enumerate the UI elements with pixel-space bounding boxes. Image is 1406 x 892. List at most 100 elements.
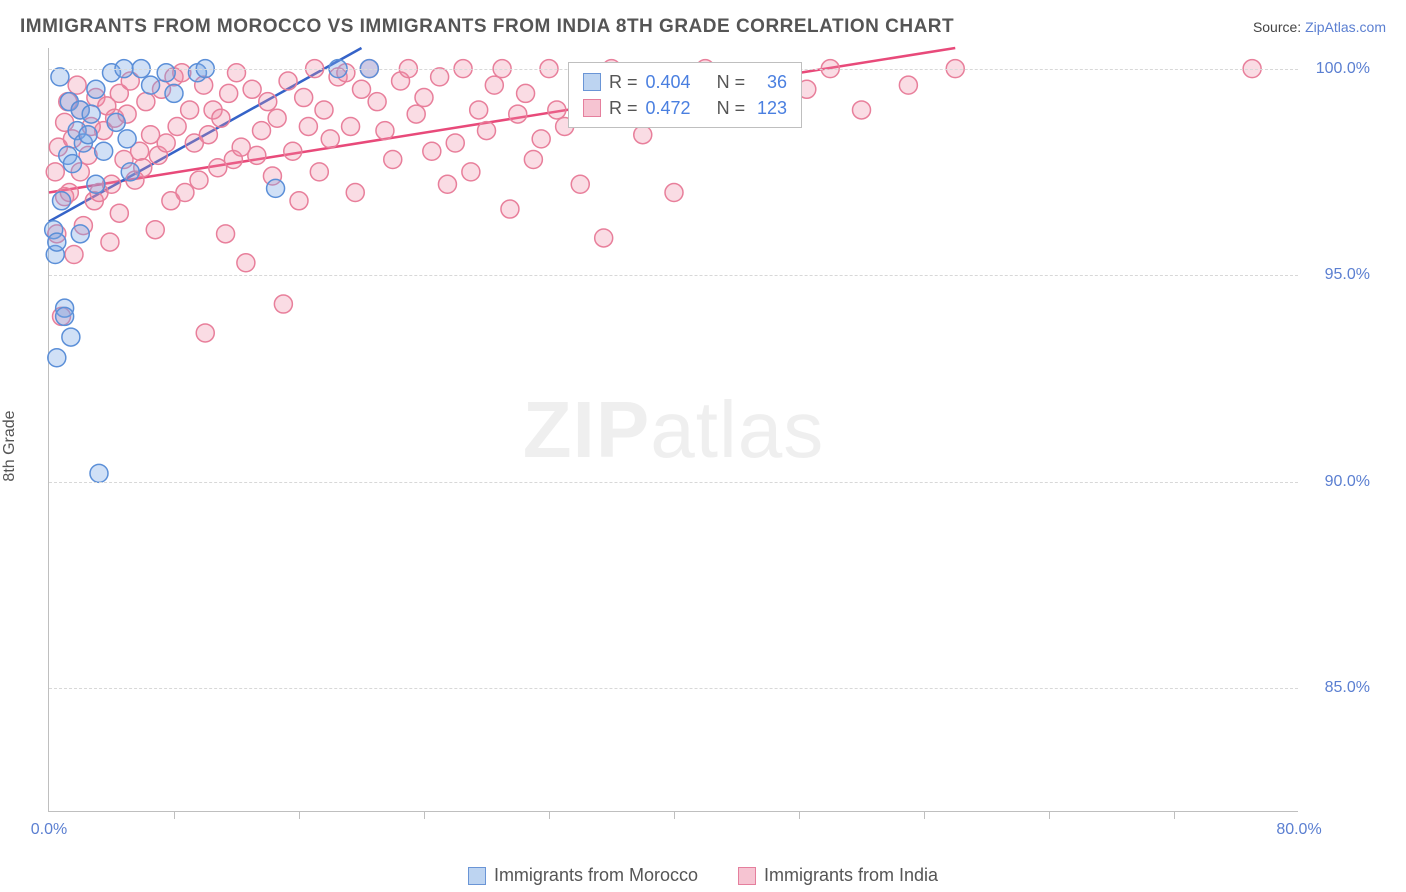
scatter-point-morocco	[95, 142, 113, 160]
scatter-point-india	[168, 117, 186, 135]
legend-item-india: Immigrants from India	[738, 865, 938, 886]
scatter-point-india	[446, 134, 464, 152]
scatter-point-india	[532, 130, 550, 148]
gridline-h	[49, 688, 1298, 689]
scatter-point-india	[290, 192, 308, 210]
y-tick-label: 90.0%	[1325, 473, 1370, 491]
scatter-point-india	[470, 101, 488, 119]
scatter-point-india	[228, 64, 246, 82]
chart-source: Source: ZipAtlas.com	[1253, 19, 1386, 35]
scatter-point-india	[899, 76, 917, 94]
scatter-point-india	[509, 105, 527, 123]
scatter-point-india	[853, 101, 871, 119]
scatter-point-india	[268, 109, 286, 127]
scatter-point-india	[517, 84, 535, 102]
x-tick	[424, 811, 425, 819]
scatter-point-morocco	[107, 113, 125, 131]
gridline-h	[49, 275, 1298, 276]
scatter-point-india	[665, 184, 683, 202]
scatter-point-india	[571, 175, 589, 193]
scatter-point-india	[321, 130, 339, 148]
scatter-point-india	[524, 151, 542, 169]
scatter-point-morocco	[56, 307, 74, 325]
legend-top-row-0: R = 0.404 N = 36	[583, 69, 787, 95]
gridline-h	[49, 482, 1298, 483]
legend-top-r-label-0: R =	[609, 69, 638, 95]
scatter-point-india	[595, 229, 613, 247]
scatter-point-morocco	[121, 163, 139, 181]
scatter-point-india	[248, 146, 266, 164]
scatter-point-india	[310, 163, 328, 181]
scatter-point-morocco	[267, 179, 285, 197]
plot-area: ZIPatlas 85.0%90.0%95.0%100.0%0.0%80.0%	[48, 48, 1298, 812]
scatter-point-india	[253, 122, 271, 140]
scatter-point-india	[368, 93, 386, 111]
scatter-point-india	[279, 72, 297, 90]
scatter-point-india	[199, 126, 217, 144]
legend-top-n-value-0: 36	[753, 69, 787, 95]
x-tick	[674, 811, 675, 819]
scatter-point-india	[299, 117, 317, 135]
legend-top-row-1: R = 0.472 N = 123	[583, 95, 787, 121]
y-tick-label: 100.0%	[1316, 60, 1370, 78]
scatter-point-india	[384, 151, 402, 169]
scatter-point-india	[274, 295, 292, 313]
scatter-point-india	[284, 142, 302, 160]
scatter-point-india	[415, 89, 433, 107]
scatter-point-india	[157, 134, 175, 152]
legend-item-morocco: Immigrants from Morocco	[468, 865, 698, 886]
scatter-point-india	[485, 76, 503, 94]
scatter-point-india	[137, 93, 155, 111]
legend-top: R = 0.404 N = 36 R = 0.472 N = 123	[568, 62, 802, 128]
scatter-point-morocco	[63, 155, 81, 173]
x-tick	[299, 811, 300, 819]
x-tick	[174, 811, 175, 819]
scatter-point-india	[548, 101, 566, 119]
legend-top-r-value-1: 0.472	[646, 95, 691, 121]
scatter-point-india	[431, 68, 449, 86]
chart-svg	[49, 48, 1298, 811]
scatter-point-india	[212, 109, 230, 127]
scatter-point-morocco	[51, 68, 69, 86]
chart-title: IMMIGRANTS FROM MOROCCO VS IMMIGRANTS FR…	[20, 16, 954, 38]
scatter-point-india	[438, 175, 456, 193]
scatter-point-india	[478, 122, 496, 140]
scatter-point-india	[243, 80, 261, 98]
scatter-point-india	[462, 163, 480, 181]
scatter-point-india	[346, 184, 364, 202]
scatter-point-india	[501, 200, 519, 218]
y-tick-label: 85.0%	[1325, 679, 1370, 697]
scatter-point-morocco	[79, 126, 97, 144]
scatter-point-india	[110, 204, 128, 222]
scatter-point-morocco	[87, 175, 105, 193]
scatter-point-morocco	[48, 349, 66, 367]
scatter-point-india	[68, 76, 86, 94]
y-tick-label: 95.0%	[1325, 266, 1370, 284]
y-axis-label: 8th Grade	[1, 410, 19, 481]
scatter-point-morocco	[90, 464, 108, 482]
legend-top-n-label-0: N =	[717, 69, 746, 95]
scatter-point-india	[46, 163, 64, 181]
scatter-point-morocco	[48, 233, 66, 251]
scatter-point-india	[407, 105, 425, 123]
scatter-point-india	[315, 101, 333, 119]
scatter-point-morocco	[87, 80, 105, 98]
x-tick-label: 0.0%	[31, 821, 67, 839]
x-tick	[799, 811, 800, 819]
x-tick	[549, 811, 550, 819]
scatter-point-india	[190, 171, 208, 189]
source-link-text[interactable]: ZipAtlas.com	[1305, 19, 1386, 35]
scatter-point-india	[217, 225, 235, 243]
scatter-point-india	[101, 233, 119, 251]
scatter-point-morocco	[62, 328, 80, 346]
x-tick-label: 80.0%	[1276, 821, 1321, 839]
scatter-point-india	[634, 126, 652, 144]
legend-label-india: Immigrants from India	[764, 865, 938, 886]
scatter-point-morocco	[118, 130, 136, 148]
legend-top-swatch-0	[583, 73, 601, 91]
x-tick	[1049, 811, 1050, 819]
scatter-point-india	[220, 84, 238, 102]
scatter-point-morocco	[157, 64, 175, 82]
scatter-point-india	[342, 117, 360, 135]
scatter-point-india	[353, 80, 371, 98]
